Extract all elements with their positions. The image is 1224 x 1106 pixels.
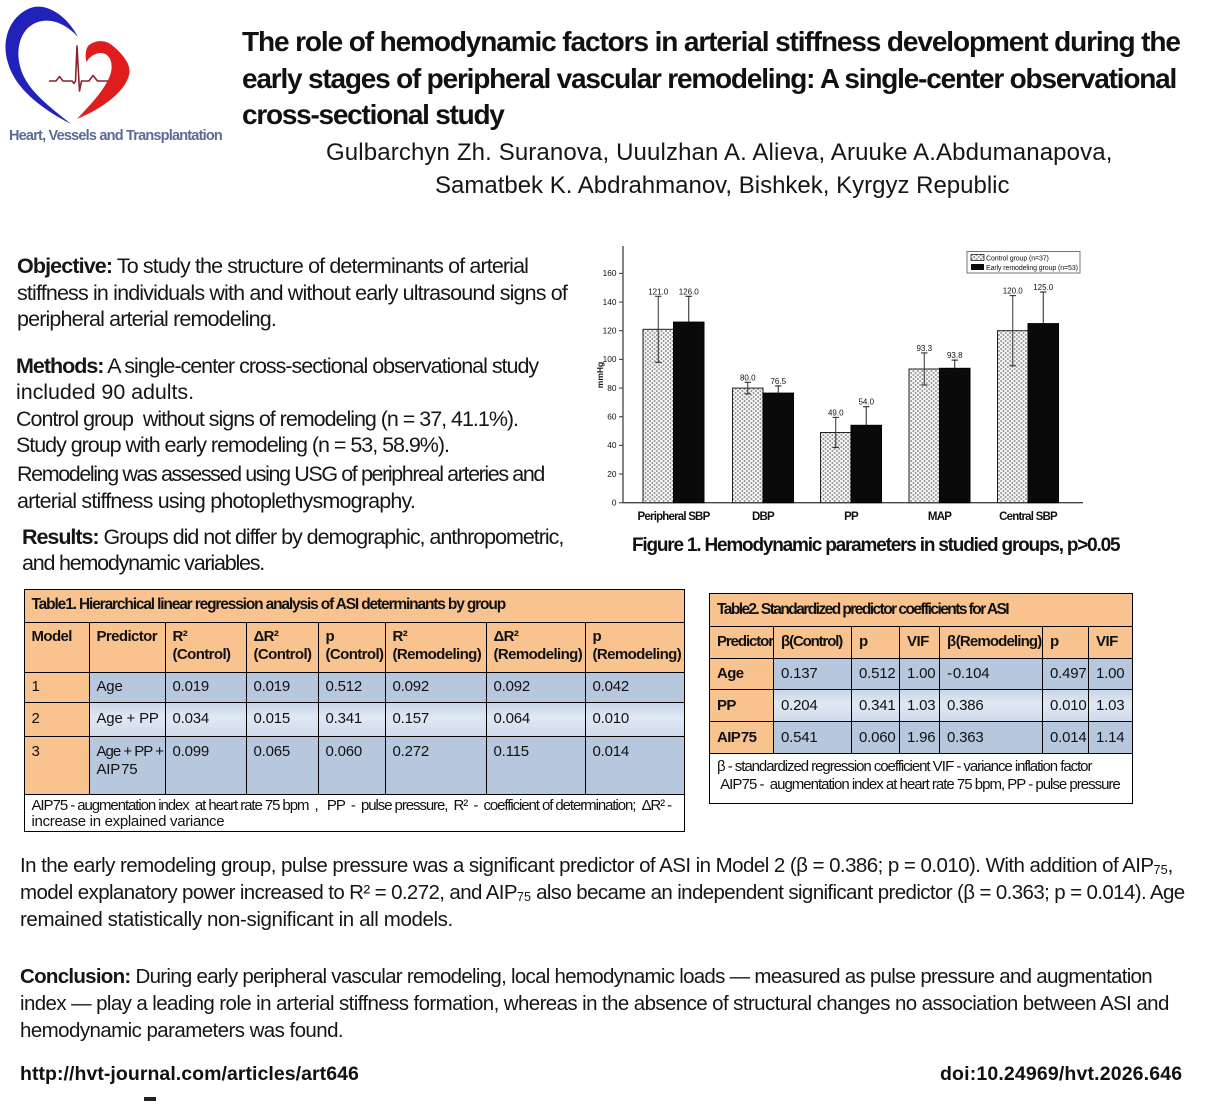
svg-text:54.0: 54.0 <box>858 398 874 407</box>
svg-text:PP: PP <box>844 511 859 523</box>
svg-text:93.8: 93.8 <box>947 351 963 360</box>
svg-text:80: 80 <box>607 383 617 393</box>
svg-text:160: 160 <box>603 268 617 278</box>
svg-text:49.0: 49.0 <box>828 408 844 417</box>
svg-text:Control group (n=37): Control group (n=37) <box>986 256 1049 263</box>
svg-text:Early remodeling group (n=53): Early remodeling group (n=53) <box>986 265 1078 272</box>
svg-text:20: 20 <box>607 469 617 479</box>
svg-text:140: 140 <box>603 297 617 307</box>
svg-text:80.0: 80.0 <box>740 373 756 382</box>
svg-text:Peripheral SBP: Peripheral SBP <box>638 511 711 523</box>
svg-text:93.3: 93.3 <box>916 344 932 353</box>
svg-text:121.0: 121.0 <box>648 287 669 296</box>
svg-text:100: 100 <box>603 354 617 364</box>
svg-text:0: 0 <box>612 498 617 508</box>
svg-text:76.5: 76.5 <box>770 377 786 386</box>
svg-text:DBP: DBP <box>752 511 775 523</box>
svg-text:mmHg: mmHg <box>595 362 605 388</box>
svg-text:MAP: MAP <box>928 511 952 523</box>
svg-text:120: 120 <box>603 326 617 336</box>
svg-text:60: 60 <box>607 412 617 422</box>
svg-text:126.0: 126.0 <box>679 287 700 296</box>
svg-text:120.0: 120.0 <box>1003 287 1024 296</box>
svg-text:125.0: 125.0 <box>1033 283 1054 292</box>
svg-text:40: 40 <box>607 440 617 450</box>
svg-text:Central SBP: Central SBP <box>999 511 1058 523</box>
